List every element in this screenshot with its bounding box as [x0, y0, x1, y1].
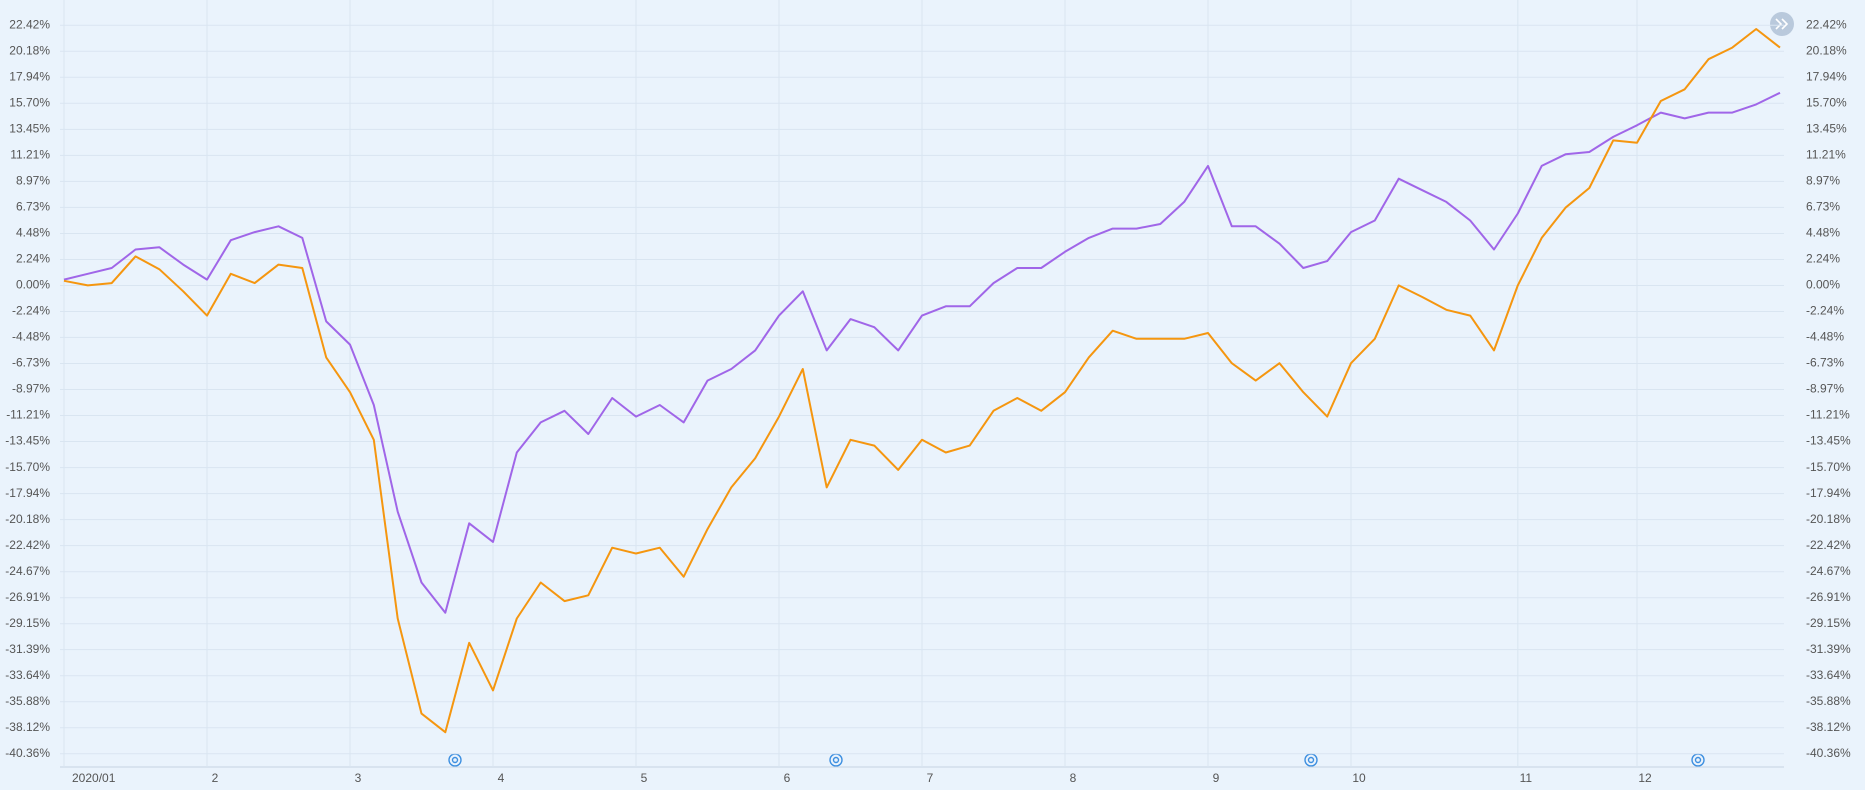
- y-tick-label: -38.12%: [5, 720, 50, 734]
- y-tick-label: -17.94%: [5, 486, 50, 500]
- y-tick-label: 0.00%: [16, 278, 50, 292]
- y2-tick-label: -6.73%: [1806, 356, 1844, 370]
- y-tick-label: -20.18%: [5, 512, 50, 526]
- y-tick-label: -26.91%: [5, 590, 50, 604]
- y2-tick-label: 8.97%: [1806, 174, 1840, 188]
- expand-button[interactable]: [1770, 12, 1794, 36]
- series-line: [63, 28, 1781, 734]
- y-tick-label: -29.15%: [5, 616, 50, 630]
- y2-tick-label: 2.24%: [1806, 252, 1840, 266]
- y2-tick-label: -8.97%: [1806, 382, 1844, 396]
- y2-tick-label: -15.70%: [1806, 460, 1851, 474]
- y-tick-label: -33.64%: [5, 668, 50, 682]
- x-tick-label: 8: [1070, 771, 1077, 785]
- y-tick-label: -15.70%: [5, 460, 50, 474]
- y-tick-label: 15.70%: [9, 95, 50, 109]
- y2-tick-label: -13.45%: [1806, 434, 1851, 448]
- y-tick-label: 4.48%: [16, 226, 50, 240]
- y-tick-label: -6.73%: [12, 356, 50, 370]
- y2-tick-label: -31.39%: [1806, 642, 1851, 656]
- y-tick-label: -13.45%: [5, 434, 50, 448]
- y2-tick-label: -33.64%: [1806, 668, 1851, 682]
- y-tick-label: 6.73%: [16, 200, 50, 214]
- y2-tick-label: -22.42%: [1806, 538, 1851, 552]
- y2-tick-label: 13.45%: [1806, 122, 1847, 136]
- y2-tick-label: 15.70%: [1806, 95, 1847, 109]
- y2-tick-label: -17.94%: [1806, 486, 1851, 500]
- y2-tick-label: 17.94%: [1806, 69, 1847, 83]
- y2-tick-label: -4.48%: [1806, 330, 1844, 344]
- y-tick-label: 13.45%: [9, 122, 50, 136]
- y-tick-label: 8.97%: [16, 174, 50, 188]
- y-tick-label: -8.97%: [12, 382, 50, 396]
- x-tick-label: 4: [498, 771, 505, 785]
- x-tick-label: 2020/01: [72, 771, 116, 785]
- y2-tick-label: 4.48%: [1806, 226, 1840, 240]
- y-tick-label: -4.48%: [12, 330, 50, 344]
- x-tick-label: 11: [1520, 771, 1533, 785]
- y-tick-label: -11.21%: [6, 408, 50, 422]
- y2-tick-label: 0.00%: [1806, 278, 1840, 292]
- series-line: [63, 91, 1781, 614]
- x-tick-label: 7: [927, 771, 934, 785]
- y-tick-label: -24.67%: [5, 564, 50, 578]
- y-tick-label: -31.39%: [5, 642, 50, 656]
- x-tick-label: 9: [1213, 771, 1220, 785]
- y-tick-label: 20.18%: [9, 43, 50, 57]
- y2-tick-label: -24.67%: [1806, 564, 1851, 578]
- x-tick-label: 6: [784, 771, 791, 785]
- x-tick-label: 3: [355, 771, 362, 785]
- x-tick-label: 12: [1638, 771, 1652, 785]
- y-tick-label: -22.42%: [5, 538, 50, 552]
- y2-tick-label: -2.24%: [1806, 304, 1844, 318]
- y-tick-label: -2.24%: [12, 304, 50, 318]
- y2-tick-label: -40.36%: [1806, 746, 1851, 760]
- y-tick-label: -35.88%: [5, 694, 50, 708]
- y2-tick-label: -11.21%: [1806, 408, 1850, 422]
- y2-tick-label: 6.73%: [1806, 200, 1840, 214]
- y2-tick-label: -26.91%: [1806, 590, 1851, 604]
- x-tick-label: 10: [1352, 771, 1366, 785]
- y-tick-label: -40.36%: [5, 746, 50, 760]
- y-tick-label: 11.21%: [10, 148, 50, 162]
- y2-tick-label: -35.88%: [1806, 694, 1851, 708]
- y2-tick-label: -38.12%: [1806, 720, 1851, 734]
- y-tick-label: 17.94%: [9, 69, 50, 83]
- y2-tick-label: 22.42%: [1806, 17, 1847, 31]
- y2-tick-label: 20.18%: [1806, 43, 1847, 57]
- y2-tick-label: -29.15%: [1806, 616, 1851, 630]
- y-tick-label: 22.42%: [9, 17, 50, 31]
- x-tick-label: 2: [212, 771, 219, 785]
- y-tick-label: 2.24%: [16, 252, 50, 266]
- x-tick-label: 5: [641, 771, 648, 785]
- y2-tick-label: 11.21%: [1806, 148, 1846, 162]
- y2-tick-label: -20.18%: [1806, 512, 1851, 526]
